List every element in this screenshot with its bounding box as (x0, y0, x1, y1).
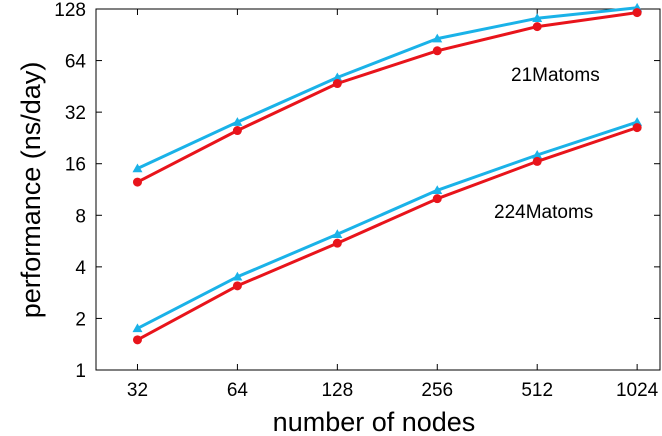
series-line (136, 6, 638, 170)
x-axis-title: number of nodes (273, 407, 476, 436)
data-point-triangle (432, 185, 443, 195)
annotation-224matoms: 224Matoms (494, 202, 593, 223)
data-point-triangle (332, 229, 343, 239)
y-tick-label: 16 (65, 155, 86, 176)
data-point-circle (332, 79, 342, 89)
x-axis-ticks: 32 64 128 256 512 1024 (127, 9, 659, 401)
series-line (136, 11, 638, 184)
data-point-triangle (332, 72, 343, 82)
data-point-triangle (132, 163, 143, 173)
x-tick-label: 32 (127, 380, 148, 401)
y-tick-label: 8 (75, 206, 86, 227)
x-tick-label: 64 (227, 380, 249, 401)
data-point-circle (432, 194, 442, 204)
x-tick-label: 512 (521, 380, 553, 401)
y-tick-label: 4 (75, 258, 86, 279)
data-point-circle (432, 46, 442, 56)
data-point-circle (232, 281, 242, 291)
y-tick-label: 64 (65, 52, 87, 73)
data-point-circle (132, 335, 142, 345)
series-21matoms-circle (132, 8, 642, 187)
data-point-triangle (432, 33, 443, 43)
y-axis-ticks: 1 2 4 8 16 32 64 128 (54, 0, 660, 382)
data-point-triangle (232, 117, 243, 126)
series-line (136, 120, 638, 330)
data-point-triangle (132, 323, 143, 333)
series-group (132, 2, 643, 345)
plot-area-frame (95, 8, 661, 371)
data-point-triangle (532, 149, 543, 159)
y-tick-label: 2 (75, 309, 86, 330)
y-tick-label: 32 (65, 103, 86, 124)
data-point-circle (632, 123, 642, 133)
series-224matoms-circle (132, 123, 642, 345)
series-line (136, 126, 638, 342)
data-point-triangle (532, 13, 543, 23)
y-tick-label: 128 (54, 0, 86, 21)
y-axis-title: performance (ns/day) (16, 62, 46, 319)
data-point-circle (332, 238, 342, 248)
data-point-circle (632, 8, 642, 18)
data-point-circle (232, 126, 242, 136)
annotation-21matoms: 21Matoms (511, 65, 600, 86)
data-point-triangle (232, 271, 243, 281)
data-point-circle (532, 22, 542, 32)
x-tick-label: 128 (321, 380, 353, 401)
data-point-circle (532, 156, 542, 166)
x-tick-label: 256 (421, 380, 453, 401)
series-224matoms-triangle (132, 117, 643, 333)
x-tick-label: 1024 (616, 380, 659, 401)
data-point-circle (132, 177, 142, 187)
y-tick-label: 1 (75, 361, 86, 382)
data-point-triangle (632, 117, 643, 126)
